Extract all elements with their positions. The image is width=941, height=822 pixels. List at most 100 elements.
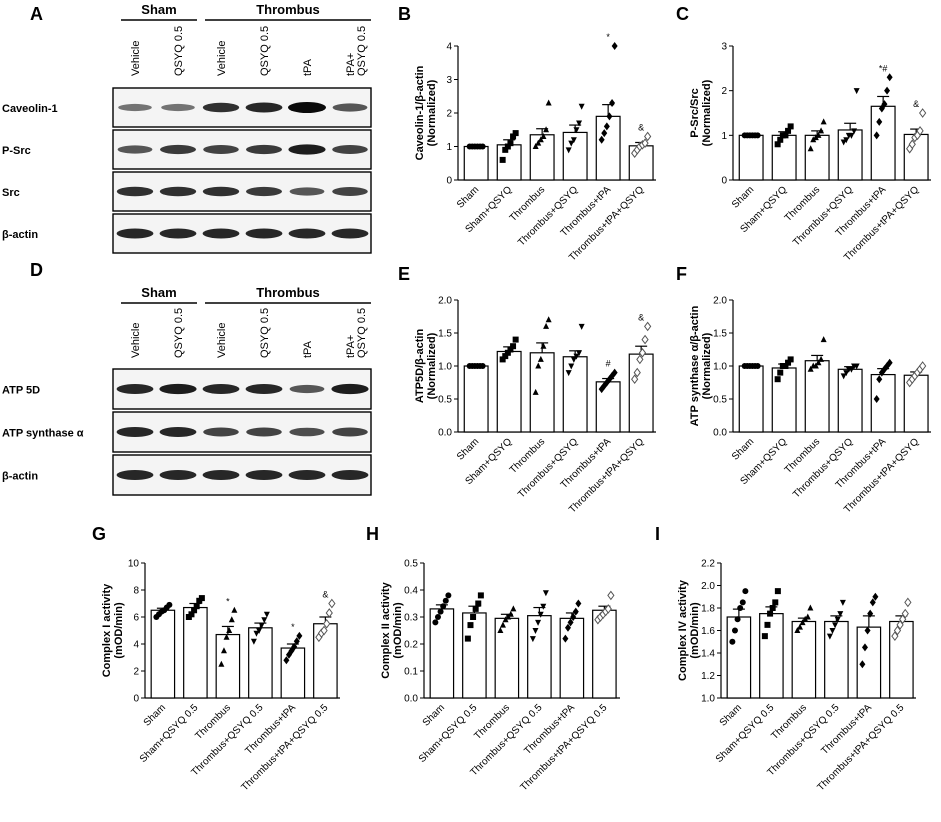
data-point xyxy=(641,334,649,345)
data-point xyxy=(772,599,779,606)
data-point xyxy=(467,622,474,629)
data-point xyxy=(532,628,539,634)
data-point xyxy=(510,133,517,140)
y-tick-label: 0.4 xyxy=(404,586,418,597)
data-point xyxy=(807,145,814,152)
blot-bottom-lane-label: tPA+QSYQ 0.5 xyxy=(345,308,368,358)
blot-top-blot-strip xyxy=(112,171,372,212)
blot-top-blot-strip xyxy=(112,87,372,128)
y-tick-label: 1.8 xyxy=(701,604,715,615)
data-point xyxy=(881,100,888,109)
y-tick-label: 3 xyxy=(446,75,452,86)
bar-thrombus-qsyq-0-5 xyxy=(248,627,273,699)
y-axis-label: Complex I activity(mOD/min) xyxy=(101,583,125,677)
significance-marker: # xyxy=(606,359,611,369)
data-point xyxy=(638,347,647,358)
x-tick-label: Sham xyxy=(718,702,744,728)
blot-bottom-band xyxy=(202,470,240,480)
data-point xyxy=(296,631,303,640)
data-point xyxy=(782,363,789,369)
panel-letter-d: D xyxy=(30,260,43,280)
data-point xyxy=(899,614,907,625)
data-point xyxy=(794,627,801,633)
chart-e: 0.0 0.5 1.0 1.5 2.0 ATP5D/β-actin(Normalized)… xyxy=(414,296,656,516)
data-point xyxy=(807,604,814,611)
blot-bottom-lane-label: Vehicle xyxy=(130,323,142,358)
bar-sham-qsyq-0-5 xyxy=(462,612,487,699)
y-tick-label: 3 xyxy=(721,42,727,53)
data-point xyxy=(565,147,572,154)
data-point xyxy=(787,356,794,363)
y-axis-label: Caveolin-1/β-actin(Normalized) xyxy=(414,65,438,160)
data-point xyxy=(218,660,225,667)
data-point xyxy=(604,604,612,614)
blot-top-band-label-p-src: P-Src xyxy=(2,145,31,157)
blot-bottom-blot-strip xyxy=(112,368,372,410)
bar-thrombus-qsyq xyxy=(562,356,588,433)
data-point xyxy=(573,127,580,134)
data-point xyxy=(901,608,909,619)
blot-top-band xyxy=(331,228,369,239)
y-axis-label: Complex II activity(mOD/min) xyxy=(380,581,404,678)
y-tick-label: 0 xyxy=(446,176,452,187)
western-blot-bottom: Sham Thrombus Vehicle QSYQ 0.5 Vehicle QSYQ 0… xyxy=(2,285,372,496)
data-point xyxy=(442,597,449,604)
data-point xyxy=(861,643,868,652)
data-point xyxy=(464,635,471,642)
blot-top-lane-label: Vehicle xyxy=(216,41,228,76)
blot-bottom-band xyxy=(116,470,154,480)
data-point xyxy=(540,132,547,139)
data-point xyxy=(769,605,776,611)
y-axis-label: ATP synthase α/β-actin(Normalized) xyxy=(689,305,713,426)
data-point xyxy=(325,608,333,618)
western-blot-top: Sham Thrombus Vehicle QSYQ 0.5 Vehicle QSYQ 0… xyxy=(2,2,372,254)
y-tick-label: 2 xyxy=(133,667,139,678)
data-point xyxy=(815,359,822,366)
blot-top-band xyxy=(202,186,240,197)
data-point xyxy=(820,118,827,125)
panel-letter-h: H xyxy=(366,524,379,544)
data-point xyxy=(729,638,736,645)
data-point xyxy=(573,353,580,360)
data-point xyxy=(198,595,205,602)
data-point xyxy=(263,611,270,618)
data-point xyxy=(529,636,536,643)
data-point xyxy=(532,388,539,395)
data-point xyxy=(568,363,575,370)
data-point xyxy=(919,361,927,371)
data-point xyxy=(761,633,768,640)
data-point xyxy=(829,628,836,634)
data-point xyxy=(535,619,542,626)
data-point xyxy=(787,123,794,130)
blot-top-band xyxy=(202,102,240,113)
y-tick-label: 1.6 xyxy=(701,626,715,637)
data-point xyxy=(253,630,260,637)
x-tick-label: Thrombus+QSYQ xyxy=(516,184,580,248)
data-point xyxy=(606,112,613,121)
blot-bottom-lane-label: Vehicle xyxy=(216,323,228,358)
data-point xyxy=(884,86,891,95)
data-point xyxy=(820,336,827,343)
bar-sham xyxy=(463,145,489,181)
data-point xyxy=(578,103,585,110)
panel-letter-c: C xyxy=(676,4,689,24)
y-tick-label: 1.2 xyxy=(701,671,715,682)
data-point xyxy=(774,376,781,383)
data-point xyxy=(737,605,744,611)
x-tick-label: Sham xyxy=(730,184,756,210)
data-point xyxy=(504,349,511,356)
data-point xyxy=(908,139,916,150)
y-tick-label: 4 xyxy=(446,42,452,53)
blot-top-band xyxy=(245,102,283,113)
data-point xyxy=(919,108,927,118)
bar-thrombus-tpa-qsyq xyxy=(903,133,929,181)
data-point xyxy=(537,136,544,143)
data-point xyxy=(777,369,784,376)
panel-letter-i: I xyxy=(655,524,660,544)
y-axis-label: P-Src/Src(Normalized) xyxy=(689,79,713,146)
data-point xyxy=(570,613,577,621)
panel-letter-g: G xyxy=(92,524,106,544)
data-point xyxy=(734,616,741,623)
data-point xyxy=(510,605,517,612)
